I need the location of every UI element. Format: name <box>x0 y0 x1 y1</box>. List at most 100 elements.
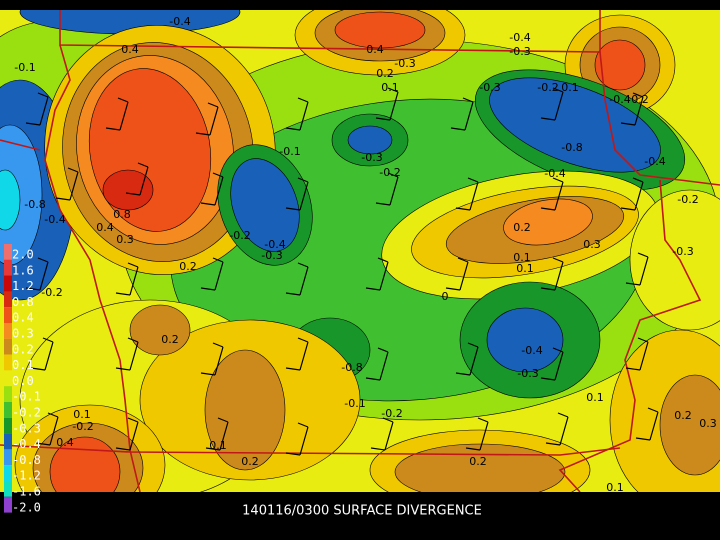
legend-label: -0.2 <box>12 406 41 420</box>
legend-swatch <box>4 338 12 355</box>
contour-region <box>102 169 154 211</box>
contour-label: 0.1 <box>516 262 534 275</box>
border <box>0 444 621 456</box>
contour-label: -0.1 <box>279 145 300 158</box>
legend-label: 2.0 <box>12 248 34 262</box>
legend-swatch <box>4 417 12 434</box>
contour-label: -0.4 <box>609 93 630 106</box>
wind-barb <box>545 412 569 446</box>
wind-barb <box>195 102 219 136</box>
legend-swatch <box>4 496 12 513</box>
legend-swatch <box>4 481 12 497</box>
contour-label: 0.4 <box>56 436 74 449</box>
wind-barb <box>205 417 229 451</box>
wind-barb <box>285 337 309 371</box>
legend-label: -1.2 <box>12 469 41 483</box>
contour-label: -0.3 <box>479 81 500 94</box>
wind-barb <box>365 347 389 381</box>
contour-label: -0.2 <box>72 420 93 433</box>
wind-barb <box>285 97 309 131</box>
legend-label: 1.2 <box>12 279 34 293</box>
color-legend: 2.01.6 1.2 0.8 0.4 0.30.2 0.1 0.0 -0.1 -0.2-0.3 -… <box>4 244 41 514</box>
contour-region <box>503 198 593 246</box>
contour-label: -0.8 <box>341 361 362 374</box>
wind-barb <box>115 337 139 371</box>
wind-barb <box>285 177 309 211</box>
contour-label: -0.3 <box>509 45 530 58</box>
wind-barb <box>450 97 474 131</box>
contour-label: -0.4 <box>544 167 565 180</box>
wind-barb <box>445 257 469 291</box>
wind-barb <box>370 417 394 451</box>
contour-region <box>230 158 300 252</box>
legend-swatch <box>4 291 12 308</box>
legend-label: 0.3 <box>12 327 34 341</box>
wind-barb <box>620 92 644 126</box>
contour-label: 0.1 <box>606 481 624 494</box>
contour-label: -0.4 <box>521 344 542 357</box>
wind-barb <box>540 347 564 381</box>
legend-label: -0.1 <box>12 390 41 404</box>
contour-label: -0.8 <box>561 141 582 154</box>
contour-label: -0.3 <box>261 249 282 262</box>
contour-region <box>129 304 191 356</box>
contour-label: 0.2 <box>469 455 487 468</box>
wind-barb <box>540 87 564 121</box>
wind-barb <box>285 422 309 456</box>
wind-barb <box>115 417 139 451</box>
contour-label: 0.3 <box>699 417 717 430</box>
wind-barb <box>25 92 49 126</box>
contour-region <box>0 169 21 231</box>
wind-barb <box>365 257 389 291</box>
contour-label: 0.2 <box>631 93 649 106</box>
wind-barb <box>540 257 564 291</box>
wind-barb <box>625 337 649 371</box>
border <box>558 179 702 492</box>
map-title: 140116/0300 SURFACE DIVERGENCE <box>242 504 482 519</box>
contour-label: 0.2 <box>376 67 394 80</box>
wind-barb <box>455 177 479 211</box>
wind-barb <box>455 342 479 376</box>
wind-barb <box>105 97 129 131</box>
wind-barb <box>55 167 79 201</box>
wind-barbs <box>25 87 659 456</box>
contour-label: -0.4 <box>264 238 285 251</box>
state-borders <box>0 10 720 492</box>
contour-label: 0.1 <box>513 251 531 264</box>
divergence-field <box>0 10 720 492</box>
legend-swatch <box>4 307 12 323</box>
wind-barb <box>200 257 224 291</box>
wind-barb <box>625 252 649 286</box>
contour-region <box>204 349 286 471</box>
legend-label: -0.4 <box>12 437 41 451</box>
contour-label: 0.3 <box>116 233 134 246</box>
contour-region <box>347 125 393 155</box>
legend-label: -0.8 <box>12 453 41 467</box>
wind-barb <box>285 262 309 296</box>
wind-barb <box>200 172 224 206</box>
wind-barb <box>620 177 644 211</box>
contour-label: -0.2 <box>379 166 400 179</box>
legend-swatch <box>4 259 12 276</box>
wind-barb <box>35 412 59 446</box>
legend-swatch <box>4 449 12 466</box>
contour-label: -0.8 <box>24 198 45 211</box>
contour-label: 0.3 <box>583 238 601 251</box>
contour-label: -0.2 <box>677 193 698 206</box>
contour-label: 0.1 <box>586 391 604 404</box>
legend-swatch <box>4 354 12 371</box>
legend-swatch <box>4 244 12 260</box>
legend-label: 1.6 <box>12 263 34 277</box>
wind-barb <box>25 257 49 291</box>
contour-label: -0.2 <box>41 286 62 299</box>
wind-barb <box>540 177 564 211</box>
border <box>599 51 720 186</box>
contour-label: 0 <box>442 290 449 303</box>
contour-label: -0.3 <box>361 151 382 164</box>
legend-label: 0.4 <box>12 311 34 325</box>
wind-barb <box>375 87 399 121</box>
legend-label: 0.1 <box>12 358 34 372</box>
contour-region <box>486 307 564 373</box>
legend-label: -2.0 <box>12 500 41 514</box>
